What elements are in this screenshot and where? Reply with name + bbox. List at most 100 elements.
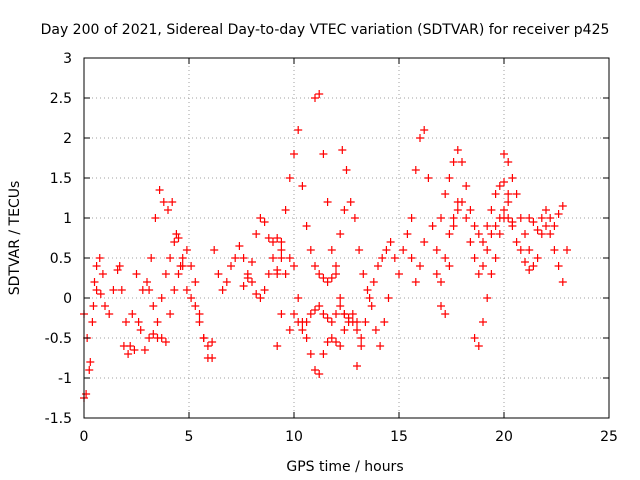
data-point	[306, 246, 315, 254]
data-point	[172, 230, 181, 238]
data-point	[311, 94, 319, 102]
data-point	[124, 350, 133, 358]
data-point	[346, 198, 355, 206]
data-point	[155, 186, 164, 194]
data-point	[298, 326, 307, 334]
data-point	[327, 334, 336, 342]
data-point	[380, 318, 389, 326]
data-point	[105, 310, 114, 318]
data-point	[495, 182, 504, 190]
y-tick-label: 2.5	[50, 91, 72, 107]
data-point	[294, 294, 303, 302]
data-point	[306, 310, 315, 318]
data-point	[350, 214, 359, 222]
data-point	[157, 294, 166, 302]
data-point	[462, 182, 471, 190]
data-point	[136, 326, 145, 334]
data-point	[487, 206, 496, 214]
data-point	[453, 206, 462, 214]
data-point	[332, 310, 340, 318]
data-point	[500, 178, 508, 186]
data-point	[113, 266, 122, 274]
data-point	[260, 286, 269, 294]
data-point	[164, 206, 172, 214]
data-point	[290, 150, 298, 158]
data-point	[441, 310, 450, 318]
data-point	[323, 278, 332, 286]
data-point	[319, 310, 328, 318]
x-tick-label: 10	[285, 429, 303, 445]
data-point	[134, 318, 143, 326]
data-point	[437, 214, 445, 222]
data-point	[338, 146, 347, 154]
data-point	[441, 254, 450, 262]
data-point	[516, 246, 525, 254]
axis-ticks: 0 5 10 15 20 25 -1.5 -1 -0.5 0 0.5 1 1.5 2 2.5 3	[45, 51, 618, 445]
data-point	[550, 222, 559, 230]
x-tick-label: 0	[80, 429, 89, 445]
data-point	[92, 262, 101, 270]
data-point	[260, 218, 269, 226]
data-point	[178, 262, 187, 270]
data-point	[420, 238, 429, 246]
series-arc-m	[407, 126, 462, 318]
x-axis-label: GPS time / hours	[286, 459, 403, 475]
data-point	[101, 302, 109, 310]
data-point	[281, 206, 290, 214]
data-point	[315, 302, 324, 310]
data-point	[546, 230, 555, 238]
data-point	[323, 338, 332, 346]
data-point	[361, 318, 370, 326]
data-point	[537, 214, 546, 222]
data-point	[390, 254, 399, 262]
data-point	[302, 318, 311, 326]
data-point	[458, 158, 466, 166]
data-point	[367, 302, 376, 310]
data-point	[474, 270, 483, 278]
data-point	[357, 334, 366, 342]
data-point	[353, 326, 361, 334]
series-arc-h	[273, 254, 361, 378]
data-point	[407, 254, 416, 262]
data-point	[479, 262, 487, 270]
data-point	[170, 238, 179, 246]
data-point	[115, 262, 124, 270]
data-point	[508, 218, 517, 226]
data-point	[208, 338, 217, 346]
data-point	[315, 90, 324, 98]
data-point	[159, 198, 168, 206]
data-point	[332, 270, 340, 278]
data-point	[119, 342, 128, 350]
data-point	[550, 246, 559, 254]
data-point	[195, 310, 204, 318]
data-point	[311, 366, 319, 374]
data-point	[491, 222, 500, 230]
data-point	[130, 346, 139, 354]
data-point	[516, 214, 525, 222]
data-point	[239, 282, 248, 290]
data-point	[191, 302, 200, 310]
data-point	[353, 362, 361, 370]
data-point	[474, 342, 483, 350]
data-point	[157, 334, 166, 342]
data-point	[203, 342, 212, 350]
data-point	[445, 174, 454, 182]
series-arc-b	[80, 186, 185, 366]
data-point	[174, 270, 183, 278]
data-point	[428, 222, 437, 230]
y-tick-label: 1.5	[50, 171, 72, 187]
data-point	[491, 254, 500, 262]
series-arc-r	[525, 202, 571, 254]
data-point	[269, 254, 277, 262]
data-point	[98, 270, 107, 278]
data-point	[298, 182, 307, 190]
data-point	[117, 286, 126, 294]
data-point	[109, 286, 118, 294]
data-point	[546, 214, 555, 222]
data-point	[290, 310, 298, 318]
data-point	[336, 342, 345, 350]
data-point	[256, 294, 265, 302]
data-point	[382, 246, 391, 254]
series-arc-l	[353, 230, 429, 370]
series-arc-o	[437, 198, 517, 286]
